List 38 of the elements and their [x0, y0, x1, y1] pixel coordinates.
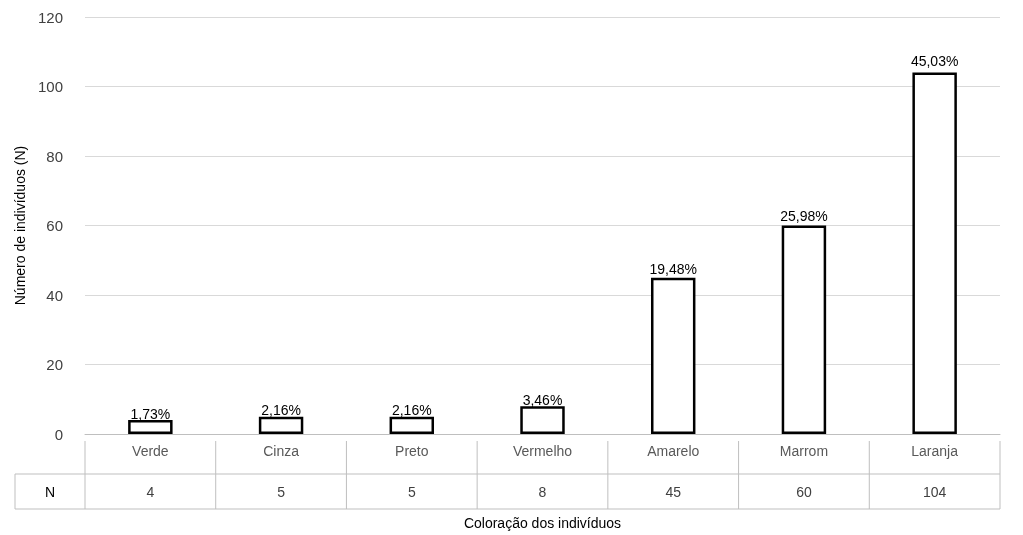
- x-axis-title: Coloração dos indivíduos: [463, 515, 622, 531]
- y-tick-label: 120: [37, 8, 63, 26]
- text: N: [44, 483, 56, 500]
- data-label: 104: [922, 483, 947, 500]
- bar: [650, 277, 696, 434]
- x-tick-label: Verde: [132, 443, 169, 459]
- x-tick-label: Vermelho: [512, 443, 573, 459]
- x-tick-label: Laranja: [911, 443, 959, 459]
- y-tick-label: 40: [46, 286, 63, 304]
- data-label: 5: [277, 483, 286, 500]
- x-tick-label: Cinza: [263, 443, 300, 459]
- y-tick-label: 20: [46, 356, 63, 373]
- data-label: 4: [146, 483, 155, 500]
- x-tick-label: Marrom: [779, 443, 829, 459]
- data-label: 45: [665, 483, 682, 500]
- bar: [781, 225, 827, 434]
- annotation: 45,03%: [910, 52, 959, 69]
- y-tick-label: 60: [46, 217, 63, 234]
- annotation: 3,46%: [522, 391, 563, 408]
- annotation: 2,16%: [261, 402, 301, 419]
- annotation: 19,48%: [649, 261, 697, 277]
- bar: [389, 416, 435, 434]
- bar: [128, 420, 173, 434]
- x-tick-label: Amarelo: [647, 443, 700, 459]
- y-tick-label: 100: [37, 78, 63, 95]
- data-label: 5: [407, 483, 416, 500]
- x-tick-label: Preto: [395, 443, 429, 459]
- y-tick-label: 80: [46, 147, 63, 165]
- y-tick-label: 0: [54, 425, 63, 443]
- data-label: 60: [796, 483, 812, 500]
- data-label: 8: [538, 483, 547, 500]
- bar: [520, 406, 565, 434]
- annotation: 2,16%: [391, 402, 432, 419]
- bar: [912, 72, 957, 434]
- bar: [258, 416, 304, 434]
- y-axis-title: Número de indivíduos (N): [12, 145, 28, 306]
- annotation: 25,98%: [780, 208, 828, 224]
- annotation: 1,73%: [130, 405, 171, 422]
